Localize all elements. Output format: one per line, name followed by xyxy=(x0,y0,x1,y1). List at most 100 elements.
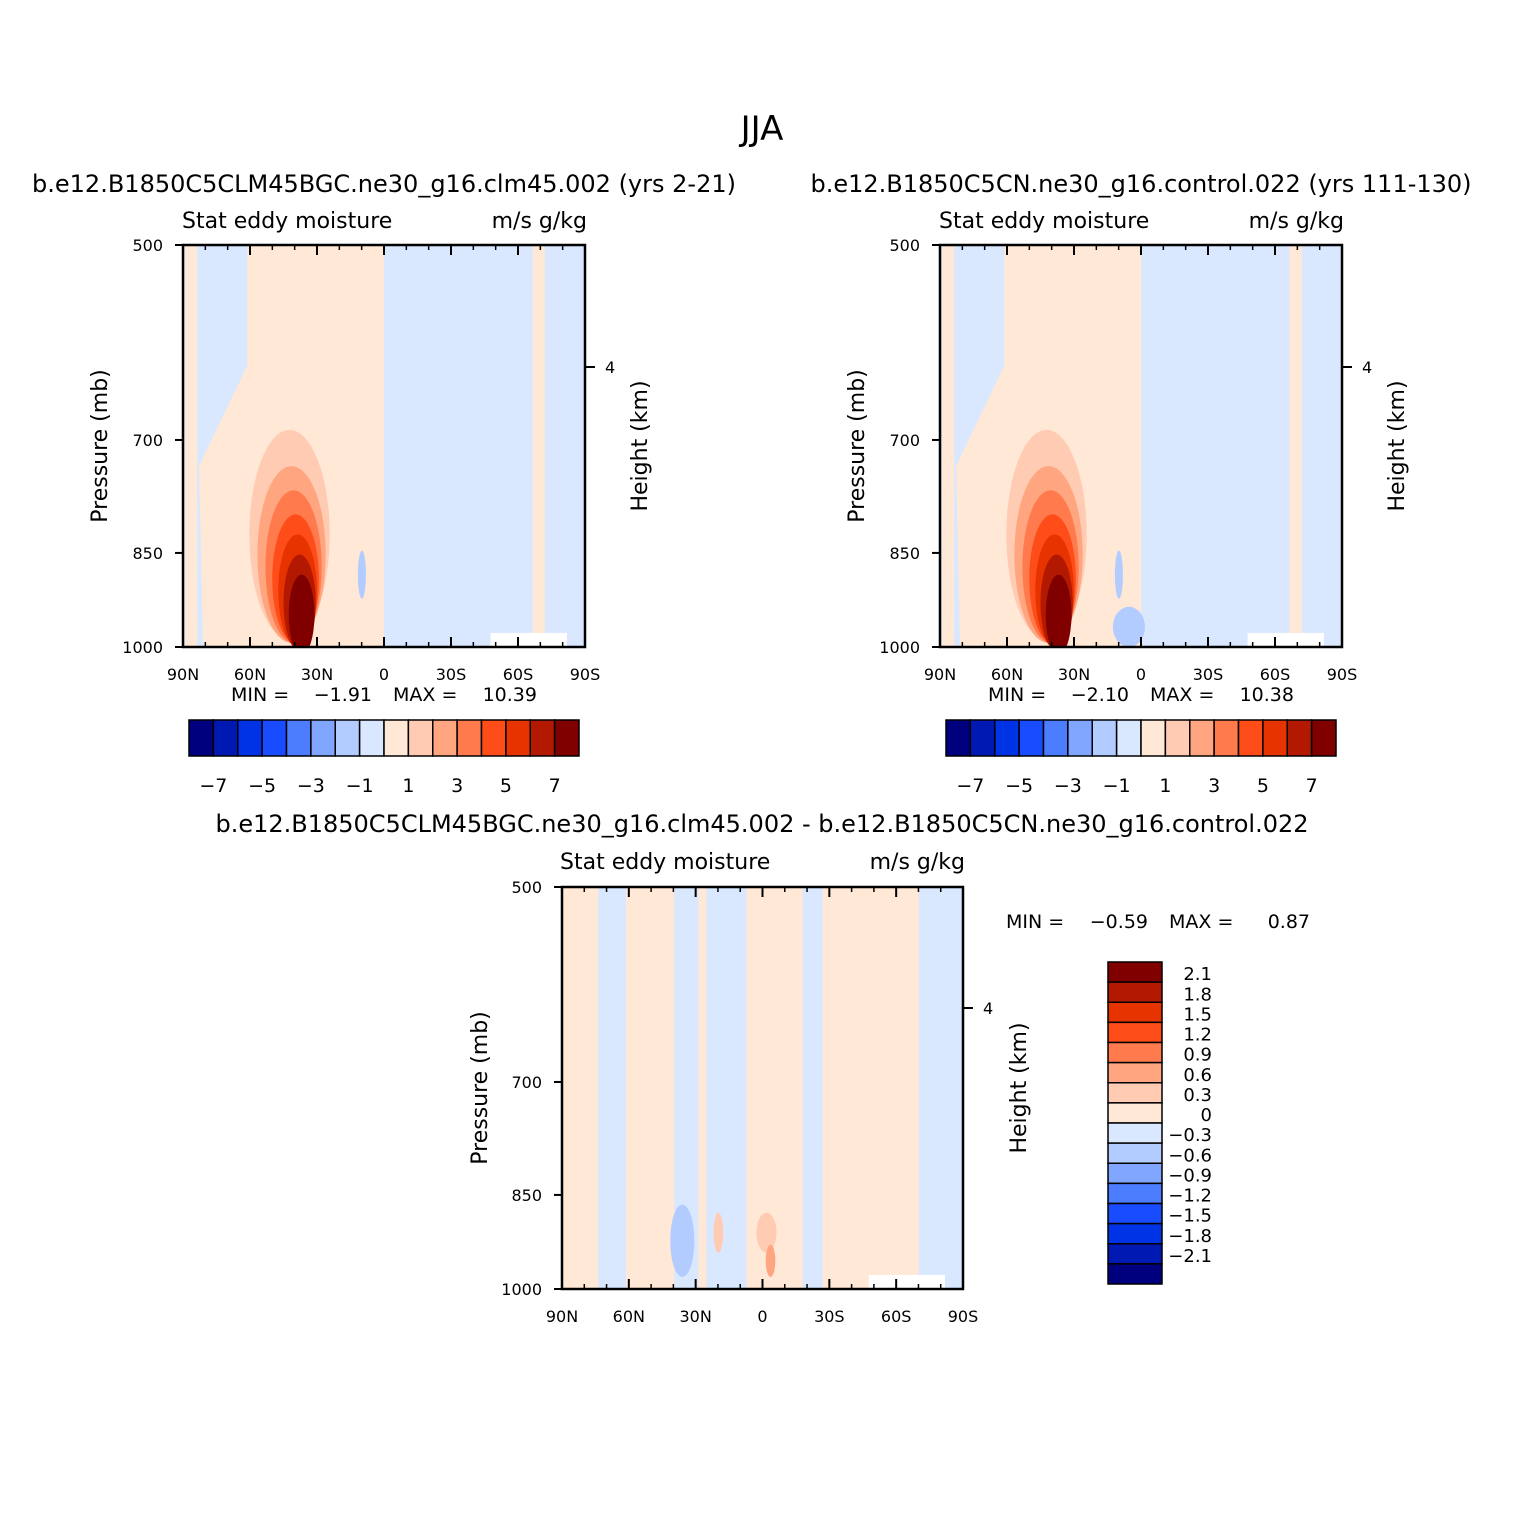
x-tick-label: 90S xyxy=(1327,665,1358,684)
colorbar-box xyxy=(1091,719,1118,757)
y2-tick-label: 4 xyxy=(983,999,993,1018)
y-tick-label: 500 xyxy=(511,878,542,897)
panel-1: b.e12.B1850C5CLM45BGC.ne30_g16.clm45.002… xyxy=(32,170,736,797)
x-tick-label: 60N xyxy=(991,665,1023,684)
colorbar-box xyxy=(1107,1122,1163,1144)
colorbar-box xyxy=(1107,1142,1163,1164)
panel-3-min-value: −0.59 xyxy=(1090,911,1148,933)
panel-1-ylabel: Pressure (mb) xyxy=(88,369,113,523)
y-tick-label: 1000 xyxy=(879,638,920,657)
colorbar-label: 0 xyxy=(1201,1105,1212,1126)
colorbar-box xyxy=(1164,719,1191,757)
colorbar-label: −5 xyxy=(248,775,276,797)
colorbar-label: 1 xyxy=(1159,775,1171,797)
colorbar-label: −1.8 xyxy=(1168,1226,1212,1247)
y2-tick-label: 4 xyxy=(1362,358,1372,377)
colorbar-box xyxy=(1107,1082,1163,1104)
colorbar-label: −7 xyxy=(199,775,227,797)
y-tick-label: 1000 xyxy=(501,1280,542,1299)
colorbar-label: 3 xyxy=(451,775,463,797)
panel-2-max-label: MAX = xyxy=(1150,684,1214,706)
panel-3-plot-area: 90N 60N 30N 0 30S 60S 90S 500 700 850 1000 4 xyxy=(501,878,993,1326)
x-tick-label: 30S xyxy=(436,665,467,684)
panel-2-left-string: Stat eddy moisture xyxy=(939,209,1149,234)
contour-field xyxy=(940,245,1342,647)
panel-1-colorbar: −7 −5 −3 −1 1 3 5 7 xyxy=(188,719,580,797)
colorbar-box xyxy=(1107,1182,1163,1205)
y-tick-label: 1000 xyxy=(122,638,163,657)
colorbar-label: 1.8 xyxy=(1183,984,1212,1005)
colorbar-label: −0.9 xyxy=(1168,1165,1212,1186)
colorbar-box xyxy=(407,719,434,757)
colorbar-box xyxy=(358,719,385,757)
colorbar-box xyxy=(1067,719,1093,757)
figure-title: JJA xyxy=(739,109,784,149)
y-tick-label: 700 xyxy=(132,431,163,450)
colorbar-box xyxy=(1107,1041,1163,1064)
colorbar-label: −3 xyxy=(1054,775,1082,797)
x-tick-label: 0 xyxy=(1136,665,1146,684)
colorbar-label: 1 xyxy=(402,775,414,797)
panel-1-min-label: MIN = xyxy=(231,684,289,706)
x-tick-label: 30S xyxy=(1193,665,1224,684)
panel-3-max-label: MAX = xyxy=(1169,911,1233,933)
y-tick-label: 700 xyxy=(889,431,920,450)
panel-3-left-string: Stat eddy moisture xyxy=(560,850,770,875)
colorbar-box xyxy=(1018,719,1045,757)
colorbar-label: −5 xyxy=(1005,775,1033,797)
y-tick-label: 850 xyxy=(889,544,920,563)
x-tick-label: 60S xyxy=(881,1307,912,1326)
x-tick-label: 0 xyxy=(757,1307,767,1326)
colorbar-box xyxy=(1107,1222,1163,1245)
colorbar-box xyxy=(1107,1162,1163,1185)
colorbar-label: 0.9 xyxy=(1183,1045,1212,1066)
colorbar-label: 5 xyxy=(500,775,512,797)
colorbar-label: 7 xyxy=(1306,775,1318,797)
panel-3-min-label: MIN = xyxy=(1006,911,1064,933)
panel-1-max-label: MAX = xyxy=(393,684,457,706)
x-tick-label: 30S xyxy=(814,1307,845,1326)
colorbar-box xyxy=(1213,719,1240,757)
colorbar-box xyxy=(1107,1001,1163,1024)
panel-1-min-value: −1.91 xyxy=(314,684,372,706)
colorbar-box xyxy=(1140,719,1167,757)
colorbar-box xyxy=(334,719,361,757)
panel-1-max-value: 10.39 xyxy=(483,684,537,706)
contour-field xyxy=(183,245,585,647)
colorbar-label: 0.3 xyxy=(1183,1085,1212,1106)
contour-level-7 xyxy=(288,574,315,647)
panel-2-colorbar: −7 −5 −3 −1 1 3 5 7 xyxy=(945,719,1337,797)
colorbar-label: −1.2 xyxy=(1168,1186,1212,1207)
colorbar-box xyxy=(237,719,263,757)
y-tick-label: 500 xyxy=(132,236,163,255)
colorbar-label: 1.2 xyxy=(1183,1025,1212,1046)
colorbar-label: 1.5 xyxy=(1183,1004,1212,1025)
colorbar-label: 0.6 xyxy=(1183,1065,1212,1086)
x-tick-label: 90N xyxy=(546,1307,578,1326)
colorbar-box xyxy=(1115,719,1142,757)
colorbar-box xyxy=(310,719,336,757)
colorbar-box xyxy=(432,719,458,757)
colorbar-box xyxy=(553,719,580,757)
x-tick-label: 60N xyxy=(234,665,266,684)
colorbar-label: −0.3 xyxy=(1168,1125,1212,1146)
panel-3-colorbar: 2.11.81.51.20.90.60.30−0.3−0.6−0.9−1.2−1… xyxy=(1107,961,1212,1285)
colorbar-box xyxy=(456,719,483,757)
contour-level-7 xyxy=(1045,574,1072,647)
panel-3-y2label: Height (km) xyxy=(1007,1022,1032,1153)
colorbar-box xyxy=(383,719,410,757)
y-tick-label: 850 xyxy=(132,544,163,563)
colorbar-box xyxy=(1107,1243,1163,1265)
colorbar-label: 3 xyxy=(1208,775,1220,797)
contour-band xyxy=(199,365,256,647)
contour-band xyxy=(1141,245,1150,647)
colorbar-box xyxy=(1107,1102,1163,1124)
panel-3-right-string: m/s g/kg xyxy=(870,850,965,875)
contour-field xyxy=(562,887,963,1289)
colorbar-box xyxy=(529,719,556,757)
panel-1-plot-area: 90N 60N 30N 0 30S 60S 90S 500 700 850 1000 4 xyxy=(122,236,615,684)
colorbar-label: 5 xyxy=(1257,775,1269,797)
contour-positive-blob xyxy=(756,1212,777,1253)
contour-negative-blob xyxy=(1114,550,1123,599)
contour-band xyxy=(802,887,823,1289)
